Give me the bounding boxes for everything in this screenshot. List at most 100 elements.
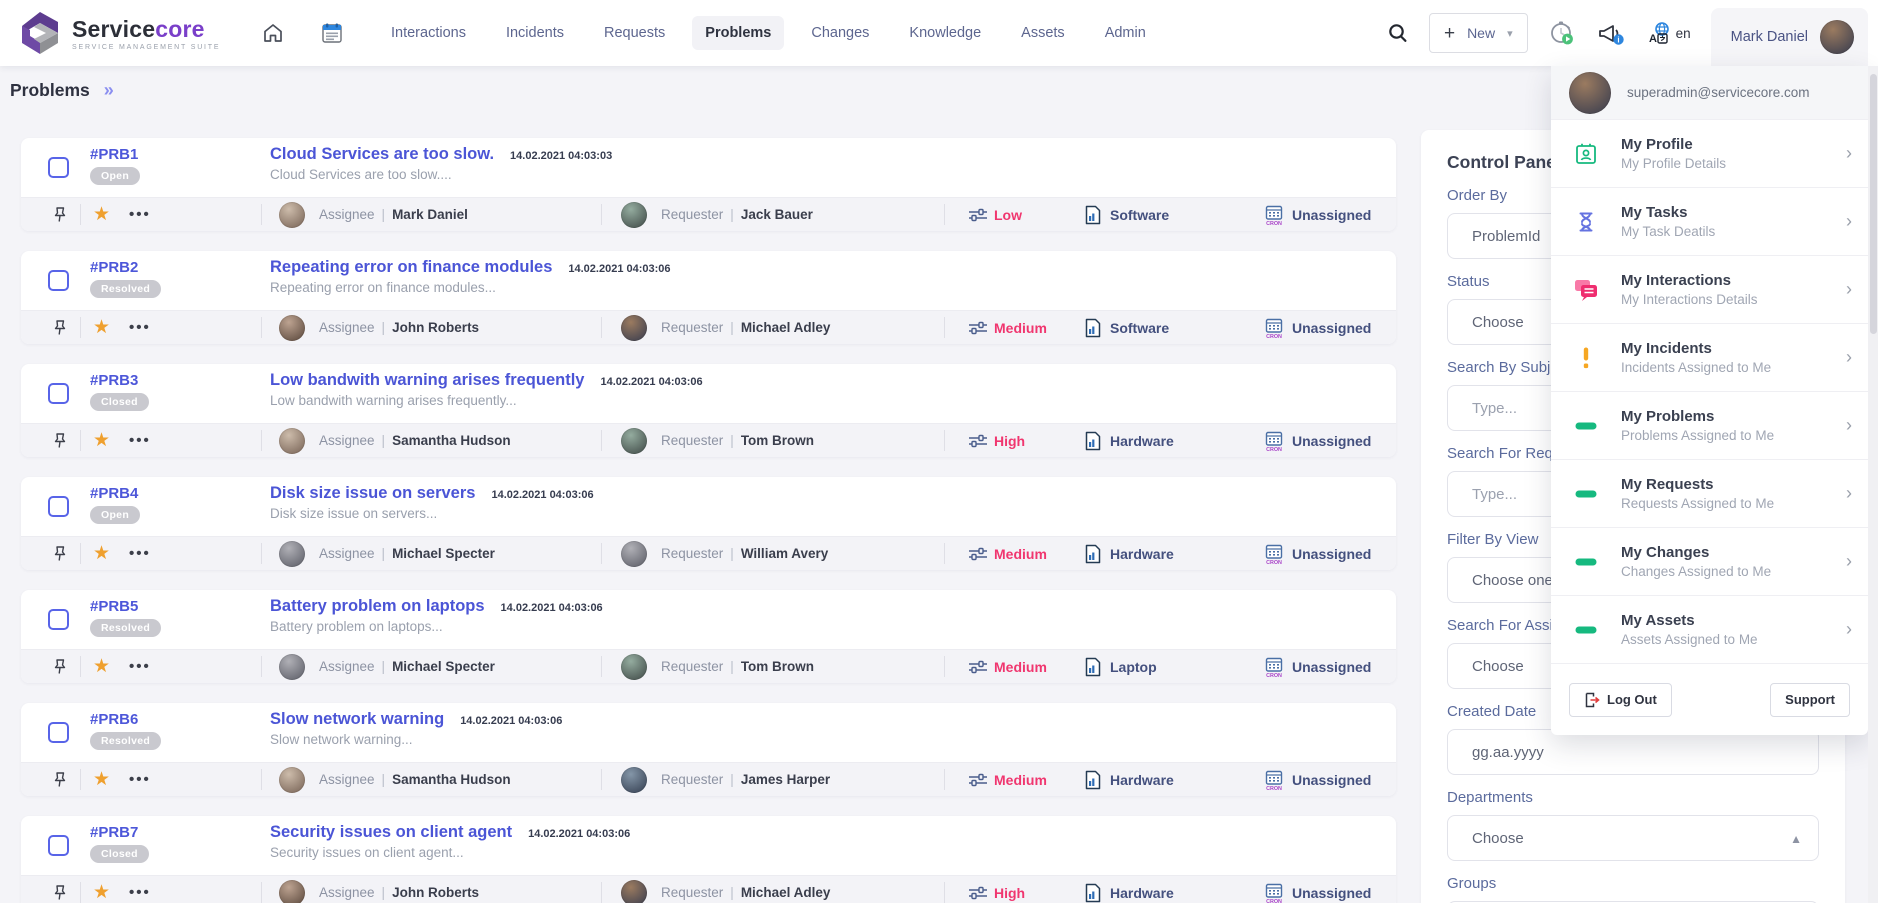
problem-id[interactable]: #PRB4	[90, 485, 139, 502]
priority-value: Medium	[994, 319, 1047, 336]
nav-item[interactable]: Requests	[604, 25, 666, 41]
category-value: Hardware	[1110, 884, 1174, 901]
row-more-icon[interactable]: •••	[129, 319, 151, 336]
planner-icon[interactable]	[320, 21, 344, 45]
user-menu-item[interactable]: My Tasks My Task Deatils ›	[1551, 187, 1868, 255]
nav-item[interactable]: Knowledge	[909, 25, 982, 41]
requester-name: Tom Brown	[740, 433, 815, 448]
logout-button[interactable]: Log Out	[1569, 682, 1672, 717]
new-button[interactable]: + New ▾	[1428, 13, 1528, 53]
announcements-icon[interactable]: i	[1596, 19, 1626, 47]
field-label: Search By Subject	[1447, 359, 1571, 376]
nav-item[interactable]: Admin	[1104, 25, 1146, 41]
priority-cell: High	[968, 424, 1025, 457]
schedule-cell: CRON Unassigned	[1264, 537, 1371, 570]
user-menu-item[interactable]: My Interactions My Interactions Details …	[1551, 255, 1868, 323]
problem-date: 14.02.2021 04:03:03	[510, 150, 613, 162]
favorite-star-icon[interactable]: ★+	[93, 769, 111, 790]
category-cell: Hardware	[1084, 763, 1174, 796]
problem-title-link[interactable]: Repeating error on finance modules	[270, 258, 553, 276]
favorite-star-icon[interactable]: ★+	[93, 204, 111, 225]
menu-item-title: My Requests	[1621, 476, 1714, 493]
pin-icon[interactable]	[51, 537, 67, 570]
search-icon[interactable]	[1387, 22, 1409, 44]
requester-name: Jack Bauer	[740, 207, 813, 222]
user-email: superadmin@servicecore.com	[1627, 85, 1810, 100]
user-menu-item[interactable]: My Assets Assets Assigned to Me ›	[1551, 595, 1868, 663]
assignee-avatar	[279, 653, 305, 680]
problem-title-link[interactable]: Slow network warning	[270, 710, 445, 728]
pin-icon[interactable]	[51, 424, 67, 457]
favorite-star-icon[interactable]: ★+	[93, 317, 111, 338]
app-logo[interactable]: Servicecore SERVICE MANAGEMENT SUITE	[20, 12, 240, 54]
profile-badge-icon	[1576, 143, 1596, 164]
nav-item[interactable]: Changes	[811, 25, 870, 41]
pin-icon[interactable]	[51, 311, 67, 344]
problem-id[interactable]: #PRB1	[90, 146, 139, 163]
row-more-icon[interactable]: •••	[129, 658, 151, 675]
row-checkbox[interactable]	[48, 496, 69, 517]
language-switcher[interactable]: A en	[1646, 21, 1691, 45]
support-button[interactable]: Support	[1770, 682, 1850, 717]
pin-icon[interactable]	[51, 198, 67, 231]
row-checkbox[interactable]	[48, 609, 69, 630]
problem-title-link[interactable]: Disk size issue on servers	[270, 484, 476, 502]
row-checkbox[interactable]	[48, 835, 69, 856]
svg-text:i: i	[1617, 36, 1619, 45]
row-more-icon[interactable]: •••	[129, 771, 151, 788]
timer-icon[interactable]	[1548, 19, 1576, 47]
nav-item[interactable]: Incidents	[505, 25, 565, 41]
problem-title-link[interactable]: Cloud Services are too slow.	[270, 145, 495, 163]
category-value: Hardware	[1110, 432, 1174, 449]
user-menu-item[interactable]: My Requests Requests Assigned to Me ›	[1551, 459, 1868, 527]
field-input[interactable]: Choose ▲	[1447, 815, 1819, 861]
favorite-star-icon[interactable]: ★+	[93, 430, 111, 451]
problem-row: #PRB7 Closed Security issues on client a…	[21, 816, 1396, 903]
nav-item[interactable]: Problems	[692, 16, 785, 50]
row-more-icon[interactable]: •••	[129, 206, 151, 223]
pin-icon[interactable]	[51, 763, 67, 796]
menu-item-title: My Profile	[1621, 136, 1693, 153]
problem-title-link[interactable]: Battery problem on laptops	[270, 597, 485, 615]
user-menu-trigger[interactable]: Mark Daniel	[1710, 8, 1868, 66]
row-checkbox[interactable]	[48, 270, 69, 291]
favorite-star-icon[interactable]: ★+	[93, 543, 111, 564]
row-more-icon[interactable]: •••	[129, 884, 151, 901]
pin-icon[interactable]	[51, 650, 67, 683]
problem-id[interactable]: #PRB6	[90, 711, 139, 728]
problem-id[interactable]: #PRB7	[90, 824, 139, 841]
svg-text:CRON: CRON	[1266, 899, 1282, 903]
schedule-value: Unassigned	[1292, 884, 1372, 901]
priority-value: High	[994, 432, 1026, 449]
user-menu-item[interactable]: My Problems Problems Assigned to Me ›	[1551, 391, 1868, 459]
page-scrollbar[interactable]	[1868, 66, 1878, 903]
top-bar: Servicecore SERVICE MANAGEMENT SUITE	[0, 0, 1878, 66]
pin-icon[interactable]	[51, 876, 67, 903]
problem-id[interactable]: #PRB3	[90, 372, 139, 389]
user-menu-item[interactable]: My Changes Changes Assigned to Me ›	[1551, 527, 1868, 595]
problem-id[interactable]: #PRB5	[90, 598, 139, 615]
problem-id[interactable]: #PRB2	[90, 259, 139, 276]
favorite-star-icon[interactable]: ★+	[93, 656, 111, 677]
row-checkbox[interactable]	[48, 383, 69, 404]
nav-item[interactable]: Assets	[1021, 25, 1065, 41]
row-more-icon[interactable]: •••	[129, 432, 151, 449]
problem-summary: Low bandwith warning arises frequently..…	[270, 393, 517, 408]
row-more-icon[interactable]: •••	[129, 545, 151, 562]
favorite-star-icon[interactable]: ★+	[93, 882, 111, 903]
user-menu-item[interactable]: My Incidents Incidents Assigned to Me ›	[1551, 323, 1868, 391]
problem-title-link[interactable]: Low bandwith warning arises frequently	[270, 371, 585, 389]
status-badge: Closed	[90, 845, 149, 863]
nav-item[interactable]: Interactions	[391, 25, 466, 41]
scrollbar-thumb[interactable]	[1869, 74, 1877, 334]
home-icon[interactable]	[262, 22, 284, 44]
row-checkbox[interactable]	[48, 157, 69, 178]
assignee-avatar	[279, 540, 305, 567]
exclamation-icon	[1583, 347, 1589, 368]
priority-value: Low	[994, 206, 1022, 223]
row-checkbox[interactable]	[48, 722, 69, 743]
dash-icon	[1575, 626, 1597, 633]
user-menu-item[interactable]: My Profile My Profile Details ›	[1551, 119, 1868, 187]
field-input[interactable]: gg.aa.yyyy	[1447, 729, 1819, 775]
problem-title-link[interactable]: Security issues on client agent	[270, 823, 513, 841]
